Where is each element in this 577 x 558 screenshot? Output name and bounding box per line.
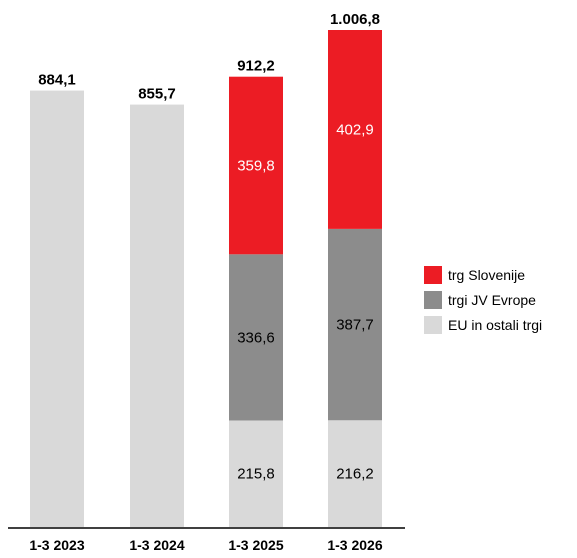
total-value-label: 912,2	[237, 58, 275, 75]
bar-segment-1-cat-1	[30, 90, 84, 528]
legend: trg Slovenije trgi JV Evrope EU in ostali …	[424, 266, 542, 334]
segment-value-label: 215,8	[237, 466, 275, 483]
segment-value-label: 402,9	[336, 121, 374, 138]
x-tick-label: 1-3 2026	[327, 537, 382, 553]
total-value-label: 884,1	[38, 72, 76, 89]
segment-value-label: 359,8	[237, 158, 275, 175]
segment-value-label: 216,2	[336, 466, 374, 483]
total-value-label: 855,7	[138, 86, 176, 103]
legend-swatch	[424, 316, 442, 334]
x-tick-label: 1-3 2025	[228, 537, 283, 553]
bar-segment-3-cat-3	[229, 76, 283, 255]
segment-value-label: 387,7	[336, 317, 374, 334]
total-value-label: 1.006,8	[330, 11, 380, 28]
bar-segment-2-cat-3	[229, 254, 283, 421]
bar-segment-2-cat-4	[328, 228, 382, 421]
legend-label: trg Slovenije	[448, 267, 525, 283]
x-tick-label: 1-3 2023	[29, 537, 84, 553]
legend-swatch	[424, 291, 442, 309]
legend-label: trgi JV Evrope	[448, 292, 536, 308]
segment-value-label: 336,6	[237, 329, 275, 346]
x-tick-label: 1-3 2024	[129, 537, 184, 553]
legend-swatch	[424, 266, 442, 284]
bar-segment-1-cat-2	[130, 104, 184, 528]
legend-label: EU in ostali trgi	[448, 317, 542, 333]
bar-segment-3-cat-4	[328, 30, 382, 229]
bar-segment-1-cat-4	[328, 420, 382, 527]
bar-segment-1-cat-3	[229, 420, 283, 527]
x-axis-labels: 1-3 2023 1-3 2024 1-3 2025 1-3 2026	[29, 537, 382, 553]
bars-group: 884,1 855,7 215,8 336,6 359,8 912,2 216,2 387,7…	[30, 11, 382, 528]
